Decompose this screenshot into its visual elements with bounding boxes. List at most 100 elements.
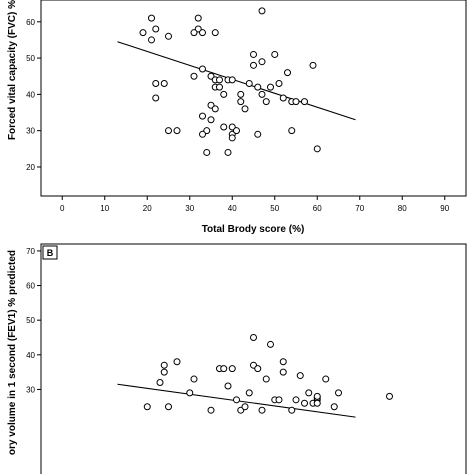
data-point-a [224, 148, 232, 156]
data-point-a [148, 14, 155, 22]
x-tick-label-a: 10 [100, 204, 109, 213]
data-point-a [199, 112, 206, 120]
data-point-b [305, 389, 313, 397]
data-point-a [254, 83, 262, 91]
x-tick-label-a: 90 [440, 204, 449, 213]
x-tick-label-a: 70 [355, 204, 364, 213]
data-point-a [284, 69, 291, 77]
data-point-b [165, 403, 172, 411]
y-axis-title-b: ory volume in 1 second (FEV1) % predicte… [7, 250, 18, 455]
data-point-a [152, 94, 160, 102]
data-point-a [237, 98, 245, 106]
data-point-b [160, 361, 168, 369]
data-point-a [258, 7, 266, 15]
data-point-a [190, 29, 198, 37]
x-tick-label-a: 50 [270, 204, 279, 213]
data-point-b [228, 365, 236, 373]
x-tick-label-a: 80 [398, 204, 407, 213]
data-point-a [254, 130, 262, 138]
data-point-a [211, 29, 219, 37]
data-point-b [267, 340, 274, 348]
data-point-a [309, 61, 317, 69]
data-point-a [237, 90, 245, 98]
data-point-a [216, 76, 223, 84]
data-point-a [279, 94, 287, 102]
data-point-a [199, 65, 206, 73]
data-point-a [190, 72, 198, 80]
y-tick-label-a: 20 [26, 163, 35, 172]
panel-b: B 30 40 50 60 70 ory volume in 1 second (FEV… [7, 243, 467, 474]
data-point-b [190, 375, 198, 383]
data-point-b [279, 358, 287, 366]
data-point-a [271, 50, 279, 58]
data-point-b [254, 365, 262, 373]
data-point-a [228, 76, 236, 84]
x-tick-label-a: 0 [60, 204, 65, 213]
data-point-a [148, 36, 155, 44]
y-tick-label-a: 40 [26, 90, 35, 99]
x-tick-label-a: 40 [228, 204, 237, 213]
data-point-b [207, 406, 215, 414]
data-point-a [160, 79, 168, 87]
fit-line-a [117, 41, 356, 121]
y-tick-label-b: 30 [26, 385, 35, 394]
data-point-a [216, 83, 223, 91]
data-point-a [313, 145, 321, 153]
data-point-a [241, 105, 249, 113]
data-point-b [156, 379, 164, 387]
x-tick-label-a: 30 [185, 204, 194, 213]
data-point-a [267, 83, 274, 91]
x-tick-label-a: 20 [143, 204, 152, 213]
data-point-a [228, 134, 236, 142]
data-point-a [165, 32, 172, 40]
data-point-b [322, 375, 330, 383]
data-point-a [292, 98, 300, 106]
y-tick-label-b: 70 [26, 247, 35, 256]
y-tick-label-a: 50 [26, 54, 35, 63]
data-point-a [194, 14, 202, 22]
data-point-a [301, 98, 308, 106]
y-tick-label-a: 60 [26, 18, 35, 27]
data-point-a [262, 98, 270, 106]
data-point-a [199, 29, 206, 37]
data-point-a [139, 29, 147, 37]
panel-letter-box-b [42, 245, 58, 260]
data-point-b [262, 375, 270, 383]
data-point-a [258, 58, 266, 66]
data-point-b [224, 382, 232, 390]
data-point-a [288, 127, 296, 135]
panel-a: 0 10 20 30 40 50 60 70 80 90 20 30 40 50 60 Total Bro… [7, 0, 467, 235]
y-tick-label-a: 30 [26, 127, 35, 136]
data-point-b [186, 389, 194, 397]
panel-letter-b: B [47, 248, 54, 258]
data-point-a [203, 148, 211, 156]
data-point-b [250, 333, 257, 341]
data-point-b [220, 365, 228, 373]
data-point-b [292, 396, 300, 404]
data-point-a [258, 90, 266, 98]
data-point-a [152, 79, 160, 87]
data-point-b [160, 368, 168, 376]
data-point-b [335, 389, 342, 397]
x-tick-label-a: 60 [313, 204, 322, 213]
data-point-b [386, 392, 393, 400]
data-point-a [233, 127, 240, 135]
data-point-b [258, 406, 266, 414]
plot-area-b [40, 243, 467, 474]
data-point-a [211, 105, 219, 113]
data-point-a [207, 116, 215, 124]
y-tick-label-b: 40 [26, 351, 35, 360]
data-point-b [275, 396, 283, 404]
data-point-b [143, 403, 151, 411]
data-point-a [173, 127, 181, 135]
data-point-a [152, 25, 160, 33]
x-axis-title-a: Total Brody score (%) [202, 224, 305, 235]
data-point-b [330, 403, 338, 411]
y-tick-label-b: 50 [26, 316, 35, 325]
data-point-b [233, 396, 240, 404]
data-point-b [279, 368, 287, 376]
data-point-a [275, 79, 283, 87]
data-point-b [173, 358, 181, 366]
data-point-b [313, 392, 321, 400]
